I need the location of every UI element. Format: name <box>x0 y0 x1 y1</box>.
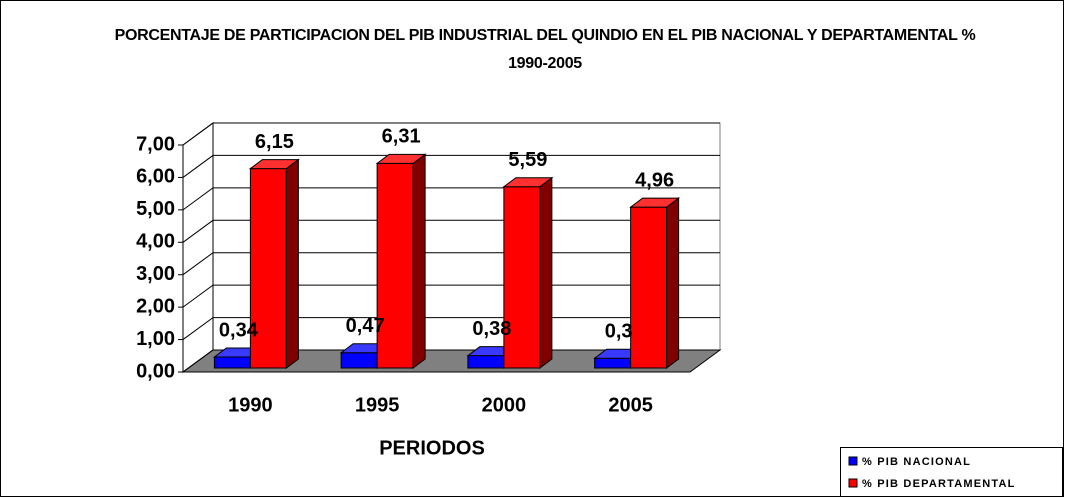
y-tick-label: 3,00 <box>136 263 175 285</box>
value-label: 0,47 <box>346 315 385 337</box>
y-tick-label: 1,00 <box>136 328 175 350</box>
bar-front <box>340 352 378 369</box>
legend-swatch <box>848 456 858 466</box>
bar-side <box>412 153 426 369</box>
grid-line <box>182 154 720 178</box>
bar <box>502 176 554 369</box>
x-axis-label: PERIODOS <box>379 437 485 459</box>
bar-front <box>503 186 541 369</box>
bar <box>248 158 300 369</box>
left-wall <box>182 122 214 373</box>
bar-top <box>629 197 681 208</box>
y-tick-label: 6,00 <box>136 166 175 188</box>
bar-top <box>248 159 300 170</box>
value-label: 0,38 <box>472 318 511 340</box>
legend-label: % PIB NACIONAL <box>862 456 971 468</box>
value-label: 4,96 <box>635 169 674 191</box>
bar-side <box>666 197 680 369</box>
y-tick-label: 5,00 <box>136 198 175 220</box>
bar-top <box>502 177 554 188</box>
value-label: 0,3 <box>605 321 633 343</box>
x-tick-label: 1995 <box>355 394 400 416</box>
bar-front <box>376 162 414 369</box>
legend-box <box>840 447 1063 497</box>
y-tick-label: 4,00 <box>136 231 175 253</box>
bar <box>375 153 427 369</box>
y-tick-label: 2,00 <box>136 295 175 317</box>
y-tick-label: 7,00 <box>136 133 175 155</box>
y-tick-label: 0,00 <box>136 360 175 382</box>
x-tick-label: 2000 <box>482 394 527 416</box>
bar-side <box>539 176 553 369</box>
chart-title: PORCENTAJE DE PARTICIPACION DEL PIB INDU… <box>114 27 976 72</box>
value-label: 6,31 <box>382 126 421 148</box>
value-label: 0,34 <box>219 319 259 341</box>
bar-front <box>630 206 668 369</box>
value-label: 6,15 <box>255 131 294 153</box>
bar-side <box>285 158 299 369</box>
bar-front <box>213 356 251 369</box>
bar-front <box>594 357 632 369</box>
x-tick-label: 1990 <box>228 394 273 416</box>
grid-line <box>182 122 720 146</box>
value-label: 5,59 <box>508 149 547 171</box>
legend-label: % PIB DEPARTAMENTAL <box>862 478 1016 490</box>
bar-front <box>467 355 505 369</box>
x-tick-label: 2005 <box>608 394 653 416</box>
bar-top <box>375 153 427 164</box>
bar <box>629 197 681 369</box>
legend-swatch <box>848 478 858 488</box>
